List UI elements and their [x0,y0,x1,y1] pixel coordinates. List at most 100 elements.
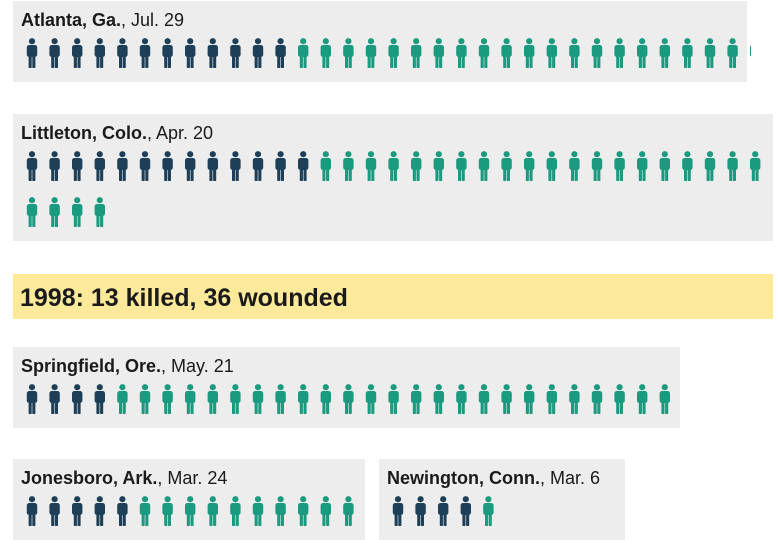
killed-person-icon [94,151,105,181]
killed-person-icon [207,151,218,181]
killed-person-icon [26,384,38,414]
wounded-person-icon [637,384,648,414]
incident-place: Jonesboro, Ark. [21,468,158,488]
wounded-person-icon [614,38,625,68]
killed-person-icon [298,151,309,181]
wounded-person-icon [49,197,60,227]
killed-person-icon [207,38,218,68]
wounded-person-icon [478,151,490,181]
wounded-person-icon [185,384,196,414]
wounded-person-icon [433,38,444,68]
wounded-person-icon [365,384,377,414]
wounded-person-icon [501,384,512,414]
wounded-person-icon [569,384,580,414]
wounded-person-icon [637,38,648,68]
wounded-person-icon [591,151,603,181]
year-summary-banner: 1998: 13 killed, 36 wounded [13,274,773,319]
incident-title: Springfield, Ore., May. 21 [21,355,234,377]
wounded-person-icon [162,384,173,414]
killed-person-icon [139,151,151,181]
wounded-person-icon [365,38,377,68]
incident-card-springfield: Springfield, Ore., May. 21 [13,347,680,428]
wounded-person-icon [501,38,512,68]
wounded-person-icon [275,496,286,526]
killed-person-icon [49,38,60,68]
wounded-person-icon [320,496,331,526]
wounded-person-icon [343,384,354,414]
wounded-person-icon [524,384,535,414]
wounded-person-icon [456,384,467,414]
incident-place: Newington, Conn. [387,468,540,488]
wounded-person-icon [252,384,264,414]
killed-person-icon [230,38,241,68]
wounded-person-icon [72,197,83,227]
incident-date: , Mar. 24 [157,468,228,488]
incident-date: , Apr. 20 [146,123,214,143]
wounded-person-icon [343,496,354,526]
incident-title: Littleton, Colo., Apr. 20 [21,122,213,144]
wounded-person-icon [591,384,603,414]
wounded-person-icon [501,151,512,181]
wounded-person-icon [546,151,557,181]
killed-person-icon [460,496,471,526]
wounded-person-icon [320,384,331,414]
wounded-person-icon [275,384,286,414]
wounded-person-icon [433,151,444,181]
wounded-person-icon [478,38,490,68]
killed-person-icon [49,151,60,181]
killed-person-icon [72,384,83,414]
wounded-person-icon [207,496,218,526]
wounded-person-icon [365,151,377,181]
wounded-person-icon [252,496,264,526]
people-pictogram [26,151,761,227]
killed-person-icon [94,384,105,414]
wounded-person-icon [411,384,422,414]
incident-date: , Mar. 6 [539,468,601,488]
wounded-person-icon [139,384,151,414]
wounded-person-icon [727,151,738,181]
killed-person-icon [72,496,83,526]
people-pictogram [392,496,494,526]
wounded-person-icon [433,384,444,414]
wounded-person-icon [388,38,399,68]
killed-person-icon [49,384,60,414]
wounded-person-icon [727,38,738,68]
killed-person-icon [392,496,404,526]
wounded-person-icon [298,384,309,414]
incident-date: , Jul. 29 [121,10,185,30]
killed-person-icon [26,151,38,181]
wounded-person-icon [139,496,151,526]
incident-place: Atlanta, Ga. [21,10,122,30]
killed-person-icon [162,151,173,181]
wounded-person-icon [524,151,535,181]
killed-person-icon [72,151,83,181]
wounded-person-icon [26,197,38,227]
incident-place: Littleton, Colo. [21,123,147,143]
wounded-person-icon [478,384,490,414]
wounded-person-icon [546,384,557,414]
wounded-person-icon [117,384,128,414]
incident-title: Atlanta, Ga., Jul. 29 [21,9,184,31]
killed-person-icon [139,38,151,68]
killed-person-icon [438,496,449,526]
killed-person-icon [230,151,241,181]
killed-person-icon [275,38,286,68]
incident-card-jonesboro: Jonesboro, Ark., Mar. 24 [13,459,365,540]
wounded-person-icon [750,151,761,181]
killed-person-icon [117,151,128,181]
wounded-person-icon [614,151,625,181]
wounded-person-icon [569,151,580,181]
incident-title: Jonesboro, Ark., Mar. 24 [21,467,227,489]
wounded-person-icon [388,384,399,414]
wounded-person-icon [483,496,494,526]
wounded-person-icon [591,38,603,68]
wounded-person-icon [659,384,670,414]
people-pictogram [26,384,670,414]
wounded-person-icon [659,151,670,181]
killed-person-icon [94,38,105,68]
wounded-person-icon [411,38,422,68]
wounded-person-icon [411,151,422,181]
killed-person-icon [26,496,38,526]
wounded-person-icon [659,38,670,68]
killed-person-icon [275,151,286,181]
